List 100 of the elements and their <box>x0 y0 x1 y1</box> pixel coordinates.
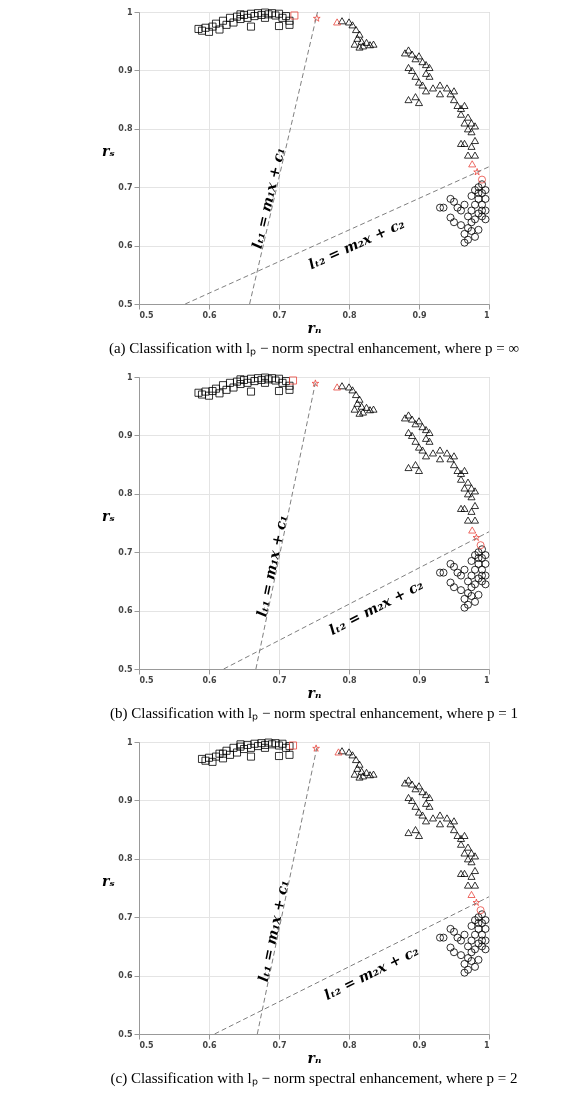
point <box>257 10 266 19</box>
point <box>334 748 343 756</box>
point <box>457 110 465 118</box>
point <box>285 20 294 29</box>
point <box>457 206 465 215</box>
point <box>453 933 462 942</box>
point <box>478 942 486 951</box>
point <box>474 574 483 583</box>
point <box>411 461 420 469</box>
point <box>254 742 262 751</box>
point <box>467 192 476 200</box>
y-tick-label: 0.8 <box>118 854 133 864</box>
point <box>215 389 224 398</box>
point <box>436 446 444 454</box>
y-tick-label: 0.5 <box>118 664 133 674</box>
x-tick-label: 0.8 <box>342 310 358 320</box>
point <box>264 738 273 747</box>
point <box>453 101 462 109</box>
point <box>453 466 462 474</box>
point <box>275 387 283 395</box>
point <box>471 502 479 509</box>
point <box>278 378 287 387</box>
point <box>464 855 472 863</box>
point <box>471 516 479 524</box>
point <box>415 831 423 839</box>
point <box>422 69 430 77</box>
point <box>415 52 423 60</box>
point <box>439 203 448 212</box>
point <box>436 203 444 212</box>
text: (a) Classification with lₚ − norm spectral enhancement, where p = ∞ <box>108 340 520 357</box>
point <box>460 565 469 574</box>
point <box>467 507 476 515</box>
point <box>350 770 359 778</box>
x-tick-label: 0.7 <box>272 1040 287 1050</box>
point <box>471 487 479 495</box>
point <box>411 802 420 810</box>
point <box>481 551 490 560</box>
point <box>345 18 353 26</box>
point <box>478 565 486 574</box>
point <box>418 446 427 454</box>
point <box>226 378 234 387</box>
point <box>422 791 430 799</box>
point <box>467 218 476 227</box>
point <box>453 203 462 212</box>
point <box>247 9 255 18</box>
point <box>457 139 465 147</box>
point <box>474 590 483 599</box>
point <box>285 385 294 394</box>
point <box>422 87 430 95</box>
point <box>476 906 485 915</box>
point <box>464 600 472 609</box>
point <box>418 811 427 819</box>
point <box>357 402 366 410</box>
point <box>474 955 483 964</box>
point <box>415 78 423 86</box>
y-tick-label: 0.6 <box>118 241 133 251</box>
point <box>194 25 203 33</box>
point <box>464 490 472 498</box>
point <box>243 378 252 387</box>
point <box>450 197 458 206</box>
point <box>425 64 434 71</box>
x-tick-label: 1 <box>483 310 490 320</box>
point <box>345 748 353 756</box>
annotation: lₜ₂ = m₂x + c₂ <box>305 215 407 273</box>
y-tick-label: 0.6 <box>118 606 133 616</box>
point <box>450 87 458 95</box>
point <box>425 72 434 80</box>
point <box>415 443 423 451</box>
point <box>355 43 364 51</box>
x-tick-label: 0.9 <box>412 675 428 685</box>
point <box>478 206 486 215</box>
point <box>472 898 481 906</box>
point <box>236 380 245 388</box>
point <box>467 484 476 492</box>
point <box>355 409 364 417</box>
point <box>467 957 476 965</box>
point <box>460 229 469 238</box>
x-tick-label: 0.6 <box>202 675 218 685</box>
x-tick-label: 0.6 <box>202 310 218 320</box>
point <box>401 779 409 787</box>
point <box>411 55 420 63</box>
point <box>450 452 458 460</box>
point <box>338 382 346 390</box>
point <box>471 186 479 195</box>
point <box>471 580 479 589</box>
point <box>348 751 357 759</box>
point <box>233 12 241 21</box>
point <box>261 13 269 22</box>
point <box>467 571 476 580</box>
point <box>471 565 479 574</box>
point <box>467 592 476 600</box>
point <box>467 119 476 127</box>
point <box>446 943 455 952</box>
point <box>436 90 444 98</box>
point <box>355 30 364 38</box>
point <box>457 221 465 230</box>
point <box>348 21 357 29</box>
point <box>467 890 476 898</box>
point <box>369 405 378 413</box>
point <box>268 740 276 749</box>
